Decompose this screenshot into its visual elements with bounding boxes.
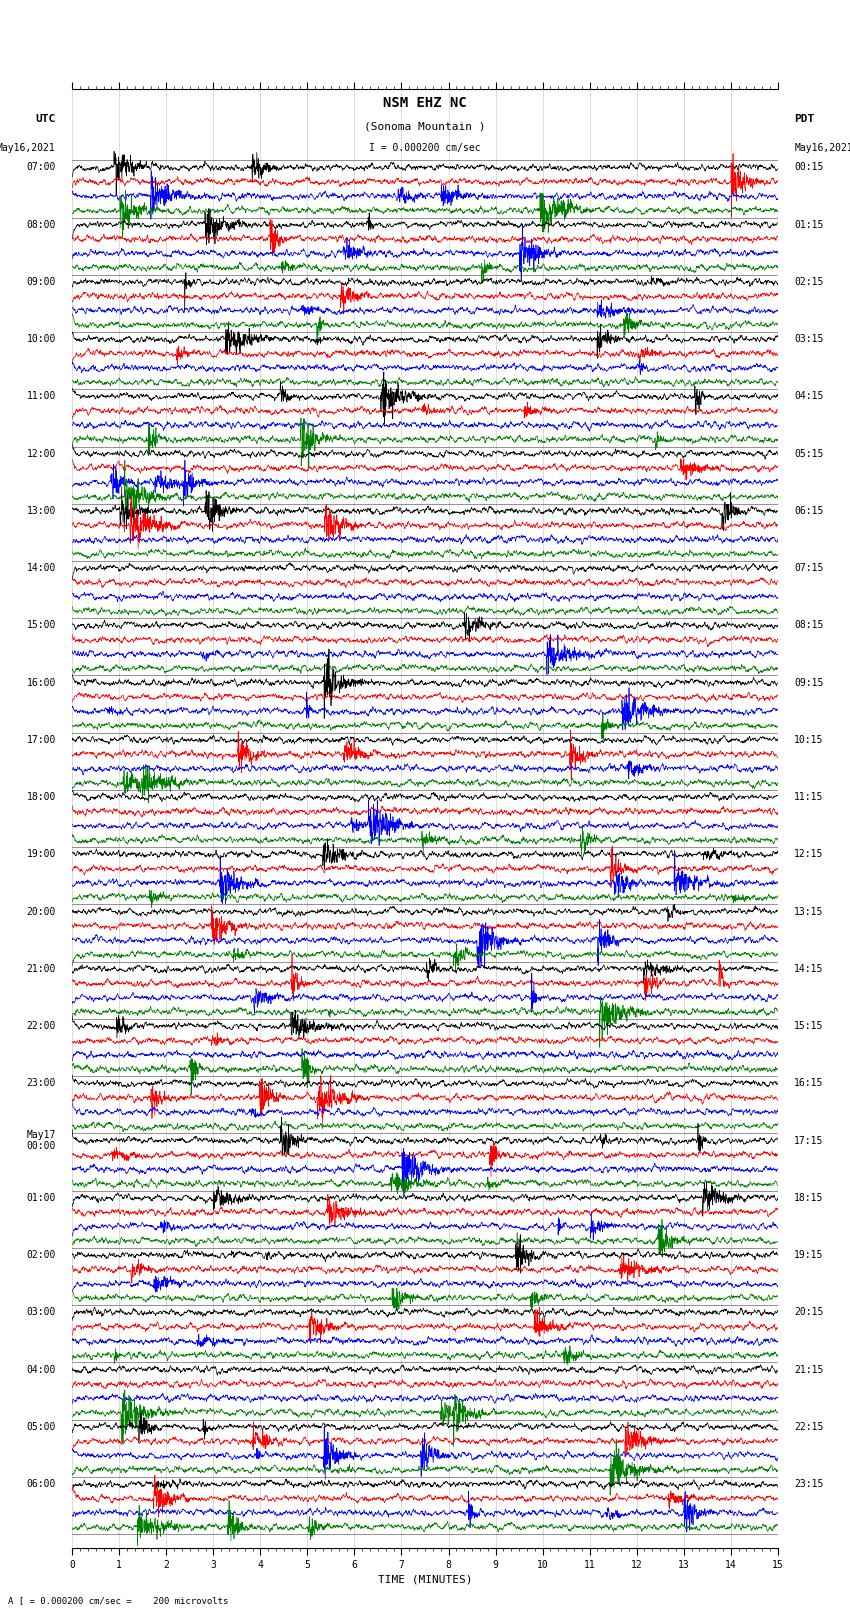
Text: 10:00: 10:00 (26, 334, 56, 344)
Text: 15:15: 15:15 (794, 1021, 824, 1031)
Text: 06:15: 06:15 (794, 506, 824, 516)
Text: 18:00: 18:00 (26, 792, 56, 802)
Text: 17:15: 17:15 (794, 1136, 824, 1145)
Text: 06:00: 06:00 (26, 1479, 56, 1489)
Text: 12:15: 12:15 (794, 850, 824, 860)
Text: 22:15: 22:15 (794, 1421, 824, 1432)
Text: UTC: UTC (36, 115, 56, 124)
Text: PDT: PDT (794, 115, 814, 124)
Text: 05:15: 05:15 (794, 448, 824, 458)
Text: I = 0.000200 cm/sec: I = 0.000200 cm/sec (369, 144, 481, 153)
Text: 02:15: 02:15 (794, 277, 824, 287)
Text: 07:00: 07:00 (26, 163, 56, 173)
Text: 18:15: 18:15 (794, 1194, 824, 1203)
Text: (Sonoma Mountain ): (Sonoma Mountain ) (365, 121, 485, 132)
Text: 17:00: 17:00 (26, 736, 56, 745)
Text: A [ = 0.000200 cm/sec =    200 microvolts: A [ = 0.000200 cm/sec = 200 microvolts (8, 1595, 229, 1605)
Text: NSM EHZ NC: NSM EHZ NC (383, 97, 467, 110)
Text: May16,2021: May16,2021 (0, 144, 56, 153)
Text: 01:00: 01:00 (26, 1194, 56, 1203)
Text: 04:15: 04:15 (794, 392, 824, 402)
Text: 08:00: 08:00 (26, 219, 56, 229)
Text: 23:00: 23:00 (26, 1079, 56, 1089)
Text: 22:00: 22:00 (26, 1021, 56, 1031)
Text: 13:00: 13:00 (26, 506, 56, 516)
Text: 11:15: 11:15 (794, 792, 824, 802)
Text: 10:15: 10:15 (794, 736, 824, 745)
Text: 04:00: 04:00 (26, 1365, 56, 1374)
Text: 12:00: 12:00 (26, 448, 56, 458)
Text: May17
00:00: May17 00:00 (26, 1129, 56, 1152)
Text: 03:15: 03:15 (794, 334, 824, 344)
X-axis label: TIME (MINUTES): TIME (MINUTES) (377, 1574, 473, 1584)
Text: 09:00: 09:00 (26, 277, 56, 287)
Text: 01:15: 01:15 (794, 219, 824, 229)
Text: 07:15: 07:15 (794, 563, 824, 573)
Text: May16,2021: May16,2021 (794, 144, 850, 153)
Text: 09:15: 09:15 (794, 677, 824, 687)
Text: 08:15: 08:15 (794, 621, 824, 631)
Text: 03:00: 03:00 (26, 1308, 56, 1318)
Text: 05:00: 05:00 (26, 1421, 56, 1432)
Text: 21:15: 21:15 (794, 1365, 824, 1374)
Text: 19:15: 19:15 (794, 1250, 824, 1260)
Text: 14:00: 14:00 (26, 563, 56, 573)
Text: 20:15: 20:15 (794, 1308, 824, 1318)
Text: 11:00: 11:00 (26, 392, 56, 402)
Text: 14:15: 14:15 (794, 965, 824, 974)
Text: 16:15: 16:15 (794, 1079, 824, 1089)
Text: 15:00: 15:00 (26, 621, 56, 631)
Text: 21:00: 21:00 (26, 965, 56, 974)
Text: 00:15: 00:15 (794, 163, 824, 173)
Text: 02:00: 02:00 (26, 1250, 56, 1260)
Text: 23:15: 23:15 (794, 1479, 824, 1489)
Text: 20:00: 20:00 (26, 907, 56, 916)
Text: 19:00: 19:00 (26, 850, 56, 860)
Text: 13:15: 13:15 (794, 907, 824, 916)
Text: 16:00: 16:00 (26, 677, 56, 687)
